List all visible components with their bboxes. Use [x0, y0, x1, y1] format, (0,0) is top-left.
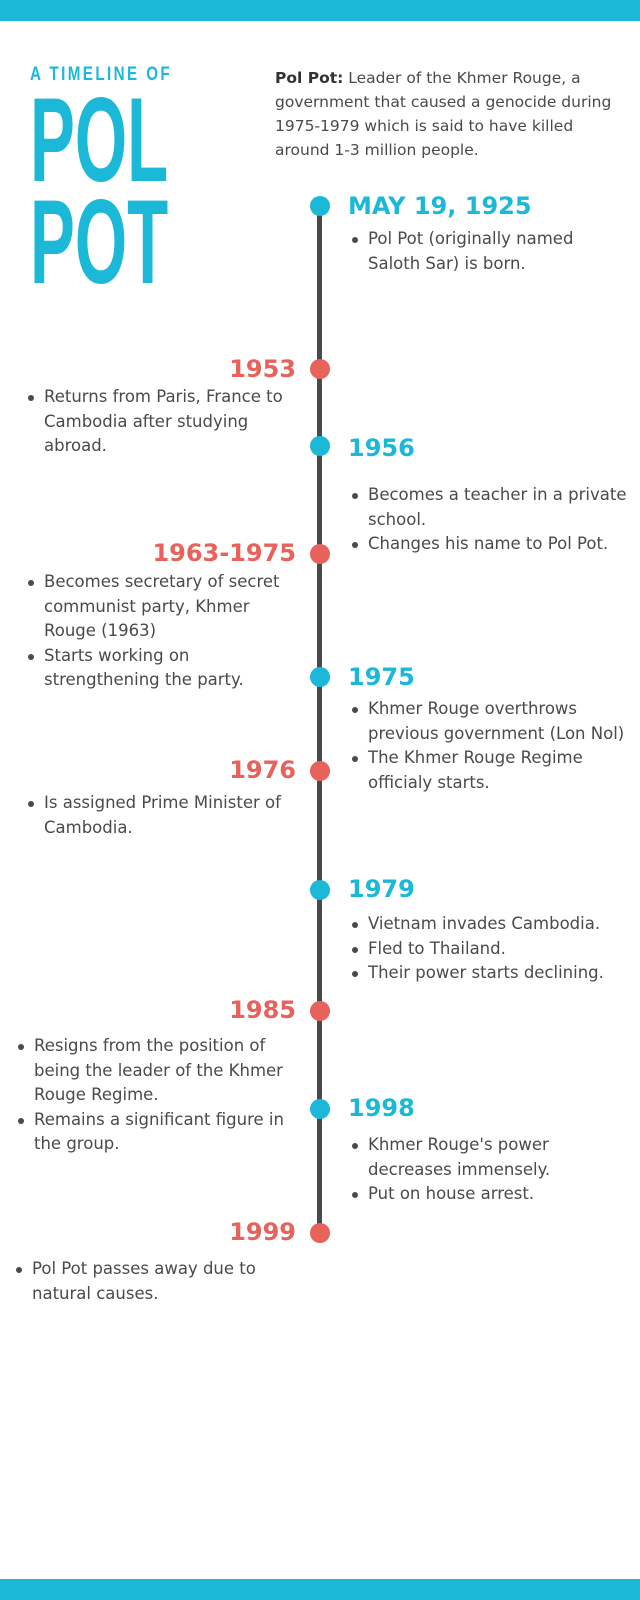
event-item: Fled to Thailand.: [348, 937, 634, 962]
event-list-1985: Resigns from the position of being the l…: [14, 1034, 294, 1157]
event-item: Pol Pot (originally named Saloth Sar) is…: [348, 227, 628, 276]
timeline-dot-1925: [310, 196, 330, 216]
timeline-dot-1963-1975: [310, 544, 330, 564]
event-item: Resigns from the position of being the l…: [14, 1034, 294, 1108]
event-year-1999: 1999: [229, 1218, 296, 1246]
event-list-1953: Returns from Paris, France to Cambodia a…: [24, 385, 296, 459]
header-kicker: A TIMELINE OF: [30, 64, 173, 85]
event-list-1999: Pol Pot passes away due to natural cause…: [12, 1257, 282, 1306]
event-item: Vietnam invades Cambodia.: [348, 912, 634, 937]
title-line-2: POT: [30, 175, 169, 309]
event-item: Khmer Rouge's power decreases immensely.: [348, 1133, 618, 1182]
event-list-1998: Khmer Rouge's power decreases immensely.…: [348, 1133, 618, 1207]
title-line-1: POL: [30, 73, 169, 207]
intro-bold-label: Pol Pot:: [275, 69, 344, 87]
timeline-dot-1956: [310, 436, 330, 456]
intro-paragraph: Pol Pot: Leader of the Khmer Rouge, a go…: [275, 66, 625, 162]
event-year-1963-1975: 1963-1975: [152, 539, 296, 567]
timeline-dot-1979: [310, 880, 330, 900]
event-item: Remains a significant figure in the grou…: [14, 1108, 294, 1157]
event-list-1979: Vietnam invades Cambodia. Fled to Thaila…: [348, 912, 634, 986]
event-item: Pol Pot passes away due to natural cause…: [12, 1257, 282, 1306]
timeline-dot-1976: [310, 761, 330, 781]
event-item: The Khmer Rouge Regime officialy starts.: [348, 746, 634, 795]
event-year-1953: 1953: [229, 355, 296, 383]
event-item: Starts working on strengthening the part…: [24, 644, 286, 693]
event-year-1975: 1975: [348, 663, 415, 691]
event-year-1979: 1979: [348, 875, 415, 903]
event-item: Changes his name to Pol Pot.: [348, 532, 628, 557]
event-year-1925: MAY 19, 1925: [348, 192, 532, 220]
bottom-accent-bar: [0, 1579, 640, 1600]
event-list-1925: Pol Pot (originally named Saloth Sar) is…: [348, 227, 628, 276]
top-accent-bar: [0, 0, 640, 21]
event-item: Becomes a teacher in a private school.: [348, 483, 628, 532]
event-list-1956: Becomes a teacher in a private school. C…: [348, 483, 628, 557]
timeline-line: [317, 205, 322, 1235]
event-year-1976: 1976: [229, 756, 296, 784]
event-list-1976: Is assigned Prime Minister of Cambodia.: [24, 791, 296, 840]
timeline-dot-1998: [310, 1099, 330, 1119]
event-item: Khmer Rouge overthrows previous governme…: [348, 697, 634, 746]
timeline-dot-1975: [310, 667, 330, 687]
event-year-1985: 1985: [229, 996, 296, 1024]
event-item: Put on house arrest.: [348, 1182, 618, 1207]
timeline-dot-1985: [310, 1001, 330, 1021]
event-item: Is assigned Prime Minister of Cambodia.: [24, 791, 296, 840]
event-list-1963-1975: Becomes secretary of secret communist pa…: [24, 570, 286, 693]
intro-text: Leader of the Khmer Rouge, a government …: [275, 69, 612, 159]
event-year-1956: 1956: [348, 434, 415, 462]
event-list-1975: Khmer Rouge overthrows previous governme…: [348, 697, 634, 795]
timeline-dot-1953: [310, 359, 330, 379]
event-item: Returns from Paris, France to Cambodia a…: [24, 385, 296, 459]
event-item: Becomes secretary of secret communist pa…: [24, 570, 286, 644]
event-item: Their power starts declining.: [348, 961, 634, 986]
event-year-1998: 1998: [348, 1094, 415, 1122]
timeline-dot-1999: [310, 1223, 330, 1243]
